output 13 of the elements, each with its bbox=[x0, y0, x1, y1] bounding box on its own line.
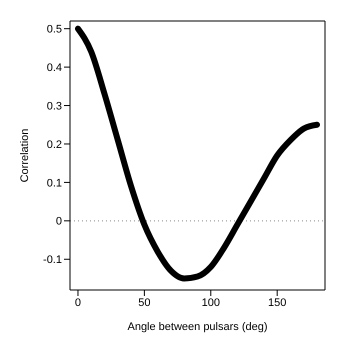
y-tick-label: 0.2 bbox=[46, 138, 62, 151]
x-tick-label: 100 bbox=[202, 296, 220, 309]
x-axis-title: Angle between pulsars (deg) bbox=[127, 321, 268, 333]
y-tick-label: -0.1 bbox=[43, 254, 62, 266]
y-tick-label: 0.5 bbox=[46, 24, 62, 36]
y-tick-label: 0 bbox=[56, 216, 62, 228]
y-axis-title: Correlation bbox=[18, 128, 31, 182]
y-tick-label: 0.3 bbox=[46, 100, 62, 112]
x-tick-label: 150 bbox=[268, 296, 286, 309]
y-tick-label: 0.1 bbox=[46, 177, 62, 190]
x-tick-label: 0 bbox=[74, 296, 82, 309]
x-tick-label: 50 bbox=[138, 296, 150, 309]
y-tick-label: 0.4 bbox=[46, 62, 62, 74]
